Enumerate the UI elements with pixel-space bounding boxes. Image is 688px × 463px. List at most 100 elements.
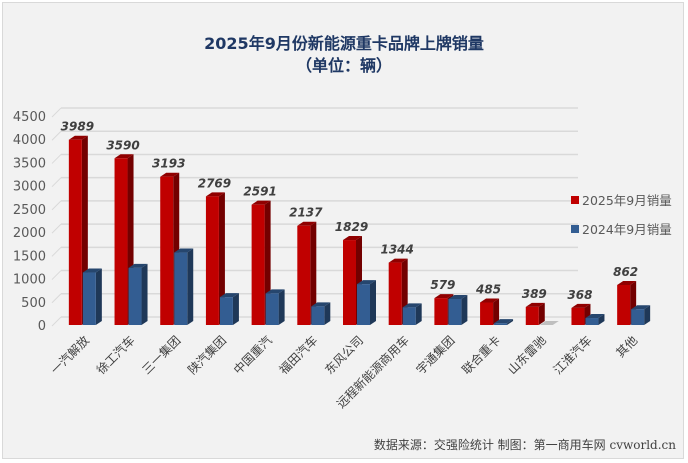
bar-2025-12-front xyxy=(617,284,631,325)
bar-2024-10-floor xyxy=(539,321,559,325)
bar-2024-4-top xyxy=(265,289,285,294)
bar-2024-8-side xyxy=(461,294,468,325)
bar-2024-4-side xyxy=(278,289,285,325)
legend-item-2025: 2025年9月销量 xyxy=(571,190,672,209)
bar-2024-3-side xyxy=(232,293,239,325)
bar-2025-1-front xyxy=(114,158,128,325)
gridline-slant-0 xyxy=(51,316,62,327)
data-label-2025-6: 1829 xyxy=(335,220,368,234)
bar-2025-8-top xyxy=(434,294,454,299)
y-tick-label-3500: 3500 xyxy=(13,156,46,171)
x-tick-label-8: 宇通集团 xyxy=(413,333,458,378)
bar-2024-6-top xyxy=(357,280,376,285)
bar-2024-3-top xyxy=(219,293,239,298)
legend-label-2024: 2024年9月销量 xyxy=(582,222,672,237)
bar-2024-5 xyxy=(311,302,331,325)
legend-label-2025: 2025年9月销量 xyxy=(582,193,672,208)
bar-2025-4-front xyxy=(251,204,265,325)
x-tick-label-3: 陕汽集团 xyxy=(184,333,229,378)
data-label-2025-3: 2769 xyxy=(198,176,231,190)
bar-2024-0 xyxy=(82,268,102,325)
bar-2025-4-top xyxy=(251,200,271,205)
bar-2024-3-front xyxy=(219,297,233,325)
bar-2025-3 xyxy=(205,192,225,325)
bar-2024-8-top xyxy=(448,294,468,299)
bar-2024-7-top xyxy=(402,303,422,308)
bar-2025-8-front xyxy=(434,298,448,325)
bar-2025-10 xyxy=(525,302,545,325)
bar-2024-2-front xyxy=(174,252,188,325)
y-tick-label-4000: 4000 xyxy=(13,133,46,148)
data-label-2025-4: 2591 xyxy=(243,185,276,199)
bar-2025-6-front xyxy=(343,240,356,325)
data-label-2025-12: 862 xyxy=(613,265,638,279)
bar-2024-11 xyxy=(585,314,605,325)
bar-2024-0-side xyxy=(95,268,102,325)
x-tick-label-10: 山东雷驰 xyxy=(505,333,549,377)
bar-2024-5-top xyxy=(311,302,331,307)
bar-2024-12 xyxy=(631,305,651,325)
y-tick-label-1500: 1500 xyxy=(13,249,46,264)
gridline-slant-4500 xyxy=(51,107,62,118)
bar-2024-11-front xyxy=(585,318,599,325)
bar-2025-5 xyxy=(297,221,317,325)
bar-2024-8-front xyxy=(448,298,462,325)
y-tick-label-2500: 2500 xyxy=(13,203,46,218)
y-tick-label-0: 0 xyxy=(38,319,46,334)
gridline-slant-1500 xyxy=(51,246,62,257)
bar-2025-9-top xyxy=(480,298,500,303)
bar-2025-0-front xyxy=(68,139,82,325)
source-note: 数据来源：交强险统计 制图：第一商用车网 cvworld.cn xyxy=(373,438,676,452)
bar-2025-7-top xyxy=(388,258,408,263)
bar-2025-1-top xyxy=(114,154,134,159)
bar-2024-2-top xyxy=(174,248,194,253)
bar-2025-7-front xyxy=(388,262,402,325)
bar-2024-4-front xyxy=(265,293,279,325)
legend-swatch-2024 xyxy=(571,224,579,233)
gridline-slant-1000 xyxy=(51,270,62,280)
bar-2025-10-side xyxy=(538,302,545,325)
x-tick-label-5: 福田汽车 xyxy=(276,333,321,378)
bar-2024-9 xyxy=(494,319,514,325)
x-tick-label-9: 联合重卡 xyxy=(459,333,504,378)
x-tick-label-2: 三一集团 xyxy=(139,333,184,378)
bar-2025-10-front xyxy=(525,306,539,325)
legend-swatch-2025 xyxy=(571,195,579,204)
chart-subtitle: （单位：辆） xyxy=(295,56,392,75)
bar-2024-6-front xyxy=(357,284,370,325)
data-label-2025-10: 389 xyxy=(522,287,547,301)
gridline-slant-2500 xyxy=(51,200,62,211)
bar-2024-3 xyxy=(219,293,239,325)
bar-2025-9 xyxy=(480,298,500,325)
gridline-slant-2000 xyxy=(51,223,62,234)
data-label-2025-11: 368 xyxy=(567,288,592,302)
bar-2024-1-side xyxy=(141,263,148,325)
bar-2025-6-top xyxy=(343,236,362,241)
bar-2024-2-side xyxy=(187,248,194,325)
bar-2025-3-front xyxy=(205,196,219,325)
data-label-2025-0: 3989 xyxy=(61,120,94,134)
bar-2024-1-front xyxy=(128,267,142,325)
gridline-slant-4000 xyxy=(51,130,62,141)
bar-2024-12-side xyxy=(644,305,651,325)
bar-2024-10 xyxy=(539,321,559,325)
x-tick-label-12: 其他 xyxy=(613,333,640,360)
bar-2024-12-top xyxy=(631,305,651,310)
bar-2024-9-side xyxy=(507,319,514,325)
bar-2024-11-side xyxy=(598,314,605,325)
bar-2024-6-side xyxy=(370,280,376,325)
bar-2025-5-front xyxy=(297,225,311,325)
bar-2025-3-side xyxy=(218,192,225,325)
bar-2024-7-side xyxy=(415,303,422,325)
data-label-2025-5: 2137 xyxy=(289,206,323,220)
bar-2024-9-front xyxy=(494,323,508,325)
bar-2025-5-side xyxy=(310,221,317,325)
bar-2024-4 xyxy=(265,289,285,325)
bar-2025-9-side xyxy=(493,298,500,325)
x-tick-label-6: 东风公司 xyxy=(322,333,366,377)
y-tick-label-4500: 4500 xyxy=(13,110,46,125)
bar-2024-1-top xyxy=(128,263,148,268)
bar-2025-3-top xyxy=(205,192,225,197)
bar-2024-12-front xyxy=(631,309,645,325)
legend-item-2024: 2024年9月销量 xyxy=(571,219,672,238)
